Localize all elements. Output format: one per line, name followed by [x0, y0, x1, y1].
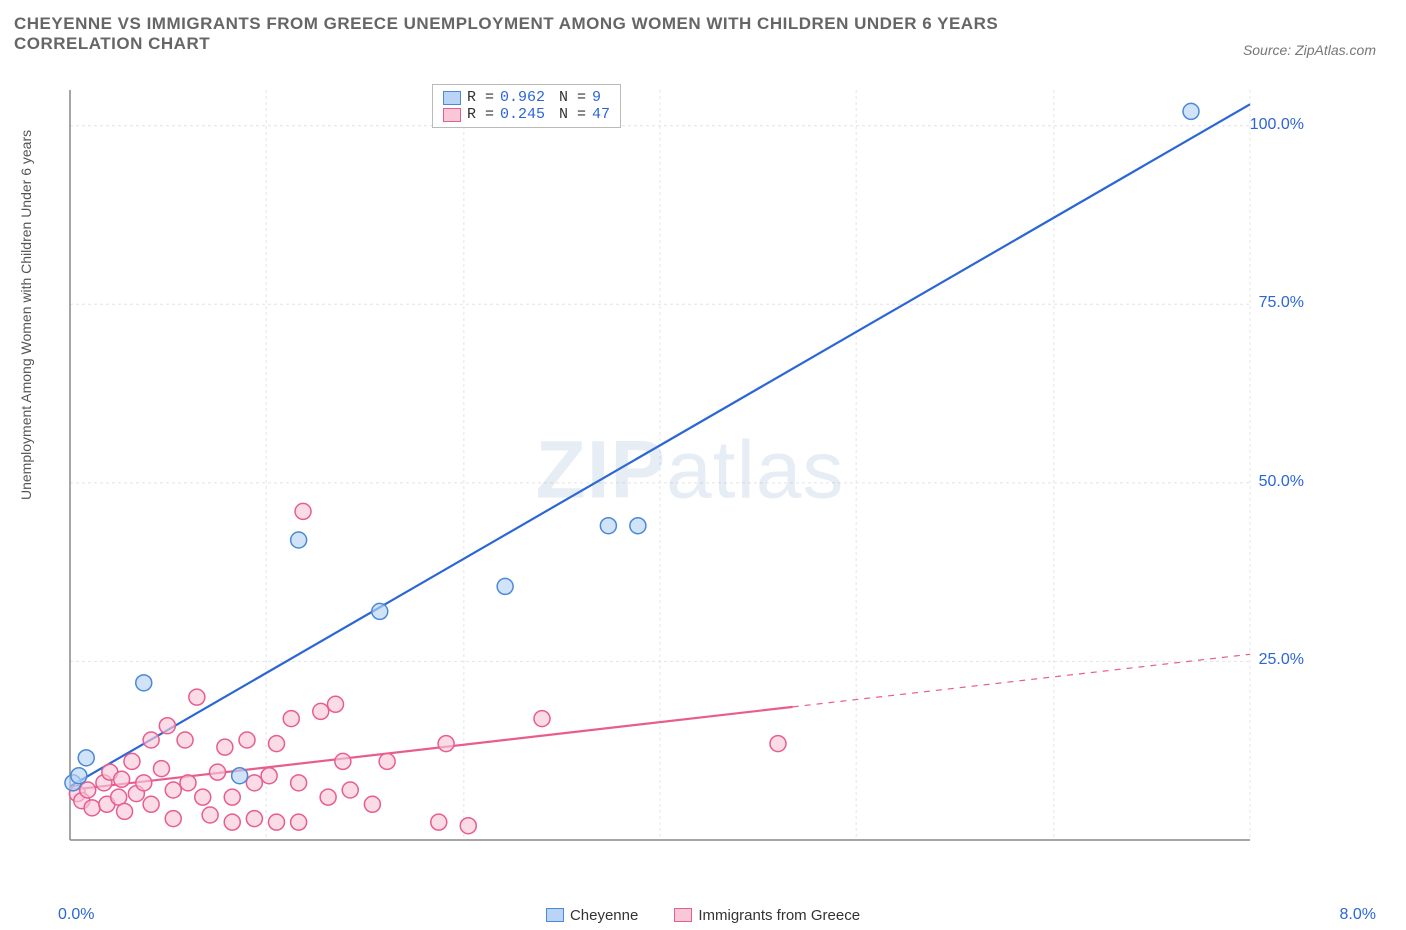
stat-n-value: 9 [592, 89, 601, 106]
legend-label: Immigrants from Greece [698, 907, 860, 924]
stat-r-value: 0.245 [500, 106, 545, 123]
legend-item: Immigrants from Greece [674, 907, 860, 924]
stat-n-value: 47 [592, 106, 610, 123]
y-tick-label: 75.0% [1259, 294, 1304, 312]
chart-title: CHEYENNE VS IMMIGRANTS FROM GREECE UNEMP… [14, 14, 1114, 54]
stat-r-value: 0.962 [500, 89, 545, 106]
source-attribution: Source: ZipAtlas.com [1243, 42, 1376, 58]
stat-n-label: N = [559, 89, 586, 106]
legend-swatch [674, 908, 692, 922]
stat-r-label: R = [467, 89, 494, 106]
stats-row: R = 0.962 N = 9 [443, 89, 610, 106]
y-tick-label: 25.0% [1259, 651, 1304, 669]
legend-item: Cheyenne [546, 907, 638, 924]
legend-swatch [546, 908, 564, 922]
scatter-chart-svg [60, 80, 1320, 870]
stat-r-label: R = [467, 106, 494, 123]
y-axis-label: Unemployment Among Women with Children U… [18, 130, 34, 500]
legend-label: Cheyenne [570, 907, 638, 924]
y-tick-label: 100.0% [1250, 116, 1304, 134]
stats-box: R = 0.962 N = 9 R = 0.245 N = 47 [432, 84, 621, 128]
stats-row: R = 0.245 N = 47 [443, 106, 610, 123]
legend-swatch [443, 91, 461, 105]
chart-area: ZIPatlas 25.0%50.0%75.0%100.0% [60, 80, 1320, 870]
legend-swatch [443, 108, 461, 122]
stat-n-label: N = [559, 106, 586, 123]
bottom-legend: Cheyenne Immigrants from Greece [0, 907, 1406, 924]
y-tick-label: 50.0% [1259, 473, 1304, 491]
